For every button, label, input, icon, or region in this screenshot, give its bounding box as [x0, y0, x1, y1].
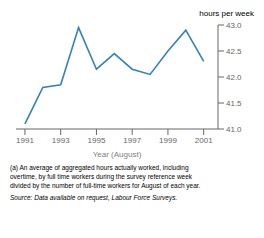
svg-text:1991: 1991: [16, 136, 34, 145]
html-text:hours per week: hours per week: [199, 9, 254, 18]
svg-text:1999: 1999: [159, 136, 177, 145]
html-text:(a) An average of aggregated h: (a) An average of aggregated hours actua…: [10, 164, 189, 171]
svg-text:1997: 1997: [123, 136, 141, 145]
svg-text:1995: 1995: [88, 136, 106, 145]
svg-text:41.0: 41.0: [226, 125, 242, 134]
svg-text:1993: 1993: [52, 136, 70, 145]
svg-text:42.0: 42.0: [226, 73, 242, 82]
html-text:overtime, by full time workers: overtime, by full time workers during th…: [10, 173, 193, 180]
html-text:Source: Data available on requ: Source: Data available on request, Labou…: [10, 194, 178, 201]
svg-text:41.5: 41.5: [226, 99, 242, 108]
svg-text:Year (August): Year (August): [93, 150, 142, 159]
svg-text:2001: 2001: [195, 136, 213, 145]
svg-text:43.0: 43.0: [226, 21, 242, 30]
svg-text:42.5: 42.5: [226, 47, 242, 56]
html-text:divided by the number of full-: divided by the number of full-time worke…: [10, 182, 201, 189]
